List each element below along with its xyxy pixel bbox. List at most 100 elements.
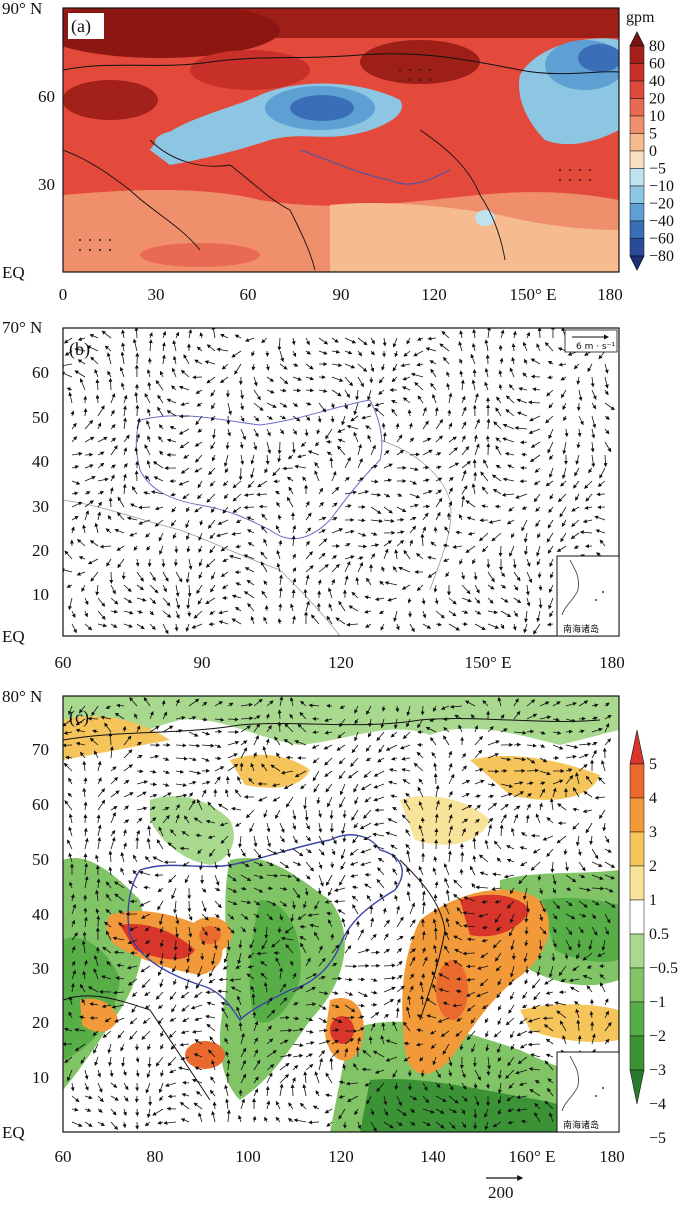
colorbar-label: −0.5 [649,960,678,977]
panel-c-y-tick: 50 [32,850,49,869]
wind-vector [277,337,282,351]
wind-vector [314,461,320,469]
panel-b-y-tick: 60 [32,363,49,382]
wind-vector [71,515,79,521]
wind-vector [474,392,479,404]
wind-vector [157,406,164,417]
wind-vector [318,487,324,495]
panel-c-y-tick: 10 [32,1068,49,1087]
wind-vector [545,415,554,424]
panel-b-inset: 南海诸岛 [556,555,620,637]
wind-vector [459,370,464,378]
wind-vector [537,328,542,339]
wind-vector [557,493,567,503]
wind-vector [544,341,554,352]
panel-b-y-tick: 70° N [2,318,42,337]
wind-vector [279,402,288,408]
wind-vector [123,463,128,469]
wind-vector [357,457,363,469]
wind-vector [157,394,164,404]
wind-vector [484,381,489,391]
wind-vector [471,379,476,391]
wind-vector [496,396,502,404]
colorbar-cap [629,1069,645,1105]
wind-vector [266,402,277,408]
wind-vector [101,330,112,339]
wind-vector [166,398,177,404]
wind-vector [305,501,310,508]
wind-vector [159,370,164,378]
wind-vector [318,389,328,393]
wind-vector [562,467,567,479]
wind-vector [344,337,357,344]
wind-vector [401,386,411,391]
wind-vector [206,344,216,352]
colorbar-label: 4 [649,790,657,807]
wind-vector [506,519,515,525]
wind-vector [277,441,282,455]
wind-vector [170,492,177,497]
wind-vector [250,467,255,479]
wind-vector [396,449,405,456]
wind-vector [587,363,593,373]
wind-vector [533,480,541,486]
wind-vector [316,428,321,435]
wind-vector [563,415,567,422]
wind-vector [367,389,372,401]
panel-a-x-tick: 90 [333,285,350,304]
wind-vector [331,486,340,495]
wind-vector [264,604,269,612]
wind-vector [227,428,232,437]
wind-vector [447,409,452,417]
panel-c-y-tick: 40 [32,905,49,924]
wind-vector [138,505,151,510]
wind-vector [391,376,398,383]
panel-b-y-tick: 30 [32,497,49,516]
wind-vector [329,457,334,469]
wind-vector [292,428,297,435]
wind-vector [591,428,596,439]
panel-b-x-tick: 180 [599,653,625,672]
wind-vector [422,407,427,417]
wind-vector [344,456,351,469]
wind-vector [420,1069,425,1078]
panel-b-y-tick: EQ [2,627,25,646]
wind-vector [77,359,86,365]
wind-vector [374,407,385,417]
wind-vector [97,436,108,443]
wind-vector [94,368,99,378]
wind-vector [243,505,255,510]
wind-vector [195,454,203,463]
wind-vector [240,428,246,441]
wind-vector [261,513,268,521]
wind-vector [439,343,450,352]
wind-vector [604,389,609,396]
colorbar-label: −4 [649,1096,666,1113]
wind-vector [331,517,338,521]
wind-vector [136,769,144,774]
wind-vector [559,506,567,518]
wind-vector [382,431,387,443]
wind-vector [240,415,245,423]
wind-vector [361,415,372,420]
panel-c-field [63,696,619,1132]
wind-vector [154,506,164,511]
wind-vector [484,367,489,378]
wind-vector [420,705,425,716]
panel-c-label: (c) [69,707,89,728]
wind-vector [161,342,166,352]
panel-c-y-tick: 20 [32,1013,49,1032]
wind-vector [590,441,595,453]
wind-vector [279,428,285,435]
wind-vector [448,487,453,495]
wind-vector [145,475,151,482]
wind-vector [604,363,609,374]
wind-vector [435,465,442,470]
wind-vector [422,504,431,509]
wind-vector [562,402,567,411]
wind-vector [357,518,366,523]
wind-vector [302,476,307,482]
wind-vector [318,501,324,508]
wind-vector [286,496,294,508]
